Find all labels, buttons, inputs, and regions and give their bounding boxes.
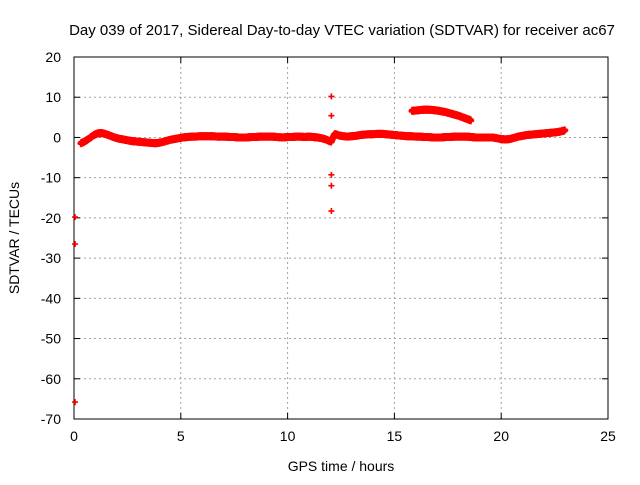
- x-tick-label: 25: [600, 428, 616, 444]
- data-point-fill: [561, 128, 568, 135]
- y-tick-label: -70: [41, 411, 61, 427]
- plot-frame: [73, 56, 609, 420]
- x-tick-label: 5: [177, 428, 185, 444]
- data-point: [328, 182, 335, 189]
- y-tick-label: 0: [53, 129, 61, 145]
- data-point: [328, 112, 335, 119]
- y-tick-label: -60: [41, 371, 61, 387]
- x-tick-label: 10: [280, 428, 296, 444]
- x-axis-label: GPS time / hours: [288, 458, 395, 474]
- y-axis-label: SDTVAR / TECUs: [6, 182, 22, 294]
- y-tick-label: 20: [45, 49, 61, 65]
- data-point: [72, 241, 79, 248]
- y-tick-label: 10: [45, 89, 61, 105]
- x-tick-label: 0: [70, 428, 78, 444]
- x-tick-label: 20: [493, 428, 509, 444]
- axis-ticks: 0 5 10 15 20 25 20 10 0 -10 -20 -30 -40 -50 -60 -70: [41, 49, 616, 444]
- data-point: [72, 399, 79, 406]
- x-tick-label: 15: [387, 428, 403, 444]
- data-point-fill: [467, 118, 474, 125]
- data-points: [72, 93, 569, 406]
- data-point: [328, 171, 335, 178]
- chart-title: Day 039 of 2017, Sidereal Day-to-day VTE…: [69, 22, 615, 39]
- data-point: [328, 208, 335, 215]
- data-point: [328, 93, 335, 100]
- y-tick-label: -50: [41, 331, 61, 347]
- y-tick-label: -20: [41, 210, 61, 226]
- y-tick-label: -10: [41, 170, 61, 186]
- y-tick-label: -40: [41, 290, 61, 306]
- data-point: [72, 214, 79, 221]
- y-tick-label: -30: [41, 250, 61, 266]
